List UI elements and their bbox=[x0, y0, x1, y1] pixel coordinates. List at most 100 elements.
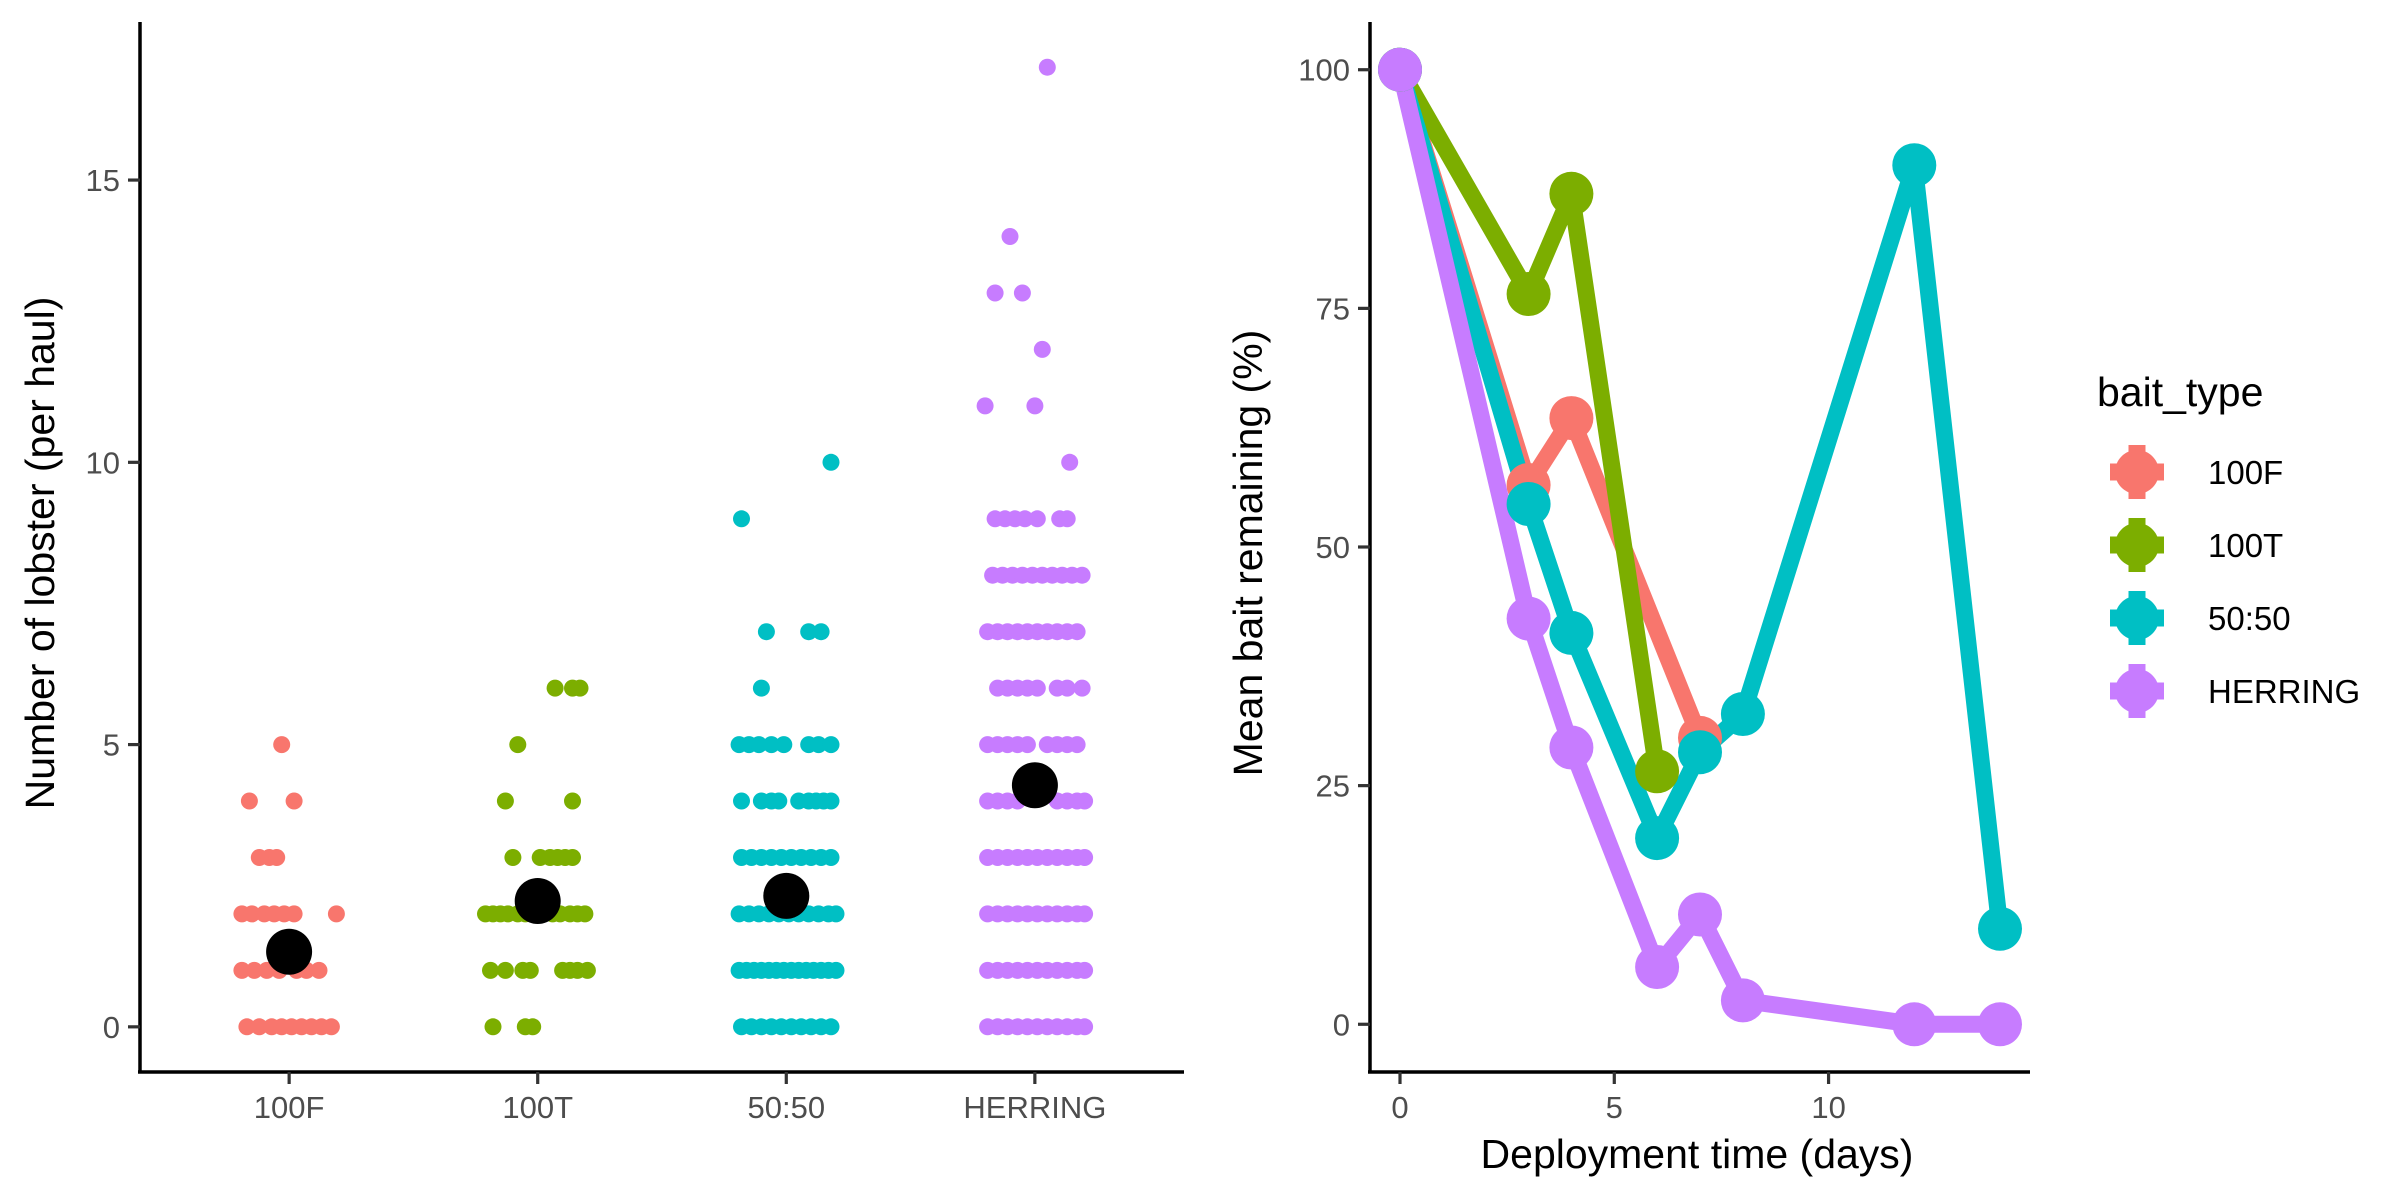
right-y-tick-label: 25 bbox=[1316, 769, 1350, 804]
jitter-point-50-50 bbox=[762, 736, 780, 754]
jitter-point-100t bbox=[482, 961, 499, 979]
jitter-point-herring bbox=[1001, 228, 1019, 245]
series-point-100t bbox=[1506, 272, 1551, 316]
right-x-tick-label: 10 bbox=[1811, 1090, 1845, 1125]
series-point-herring bbox=[1378, 47, 1422, 92]
jitter-point-100f bbox=[268, 849, 286, 866]
jitter-point-herring bbox=[1028, 679, 1046, 697]
series-line-50-50 bbox=[1391, 67, 2009, 930]
legend-label: 50:50 bbox=[2208, 600, 2291, 637]
jitter-point-100f bbox=[327, 905, 345, 923]
jitter-point-herring bbox=[1068, 736, 1086, 754]
series-lines-group bbox=[1391, 65, 2009, 1033]
series-point-50-50 bbox=[1506, 482, 1551, 526]
mean-points-group bbox=[266, 762, 1058, 975]
right-y-tick-label: 0 bbox=[1333, 1007, 1350, 1042]
series-point-herring bbox=[1720, 978, 1765, 1023]
jitter-point-50-50 bbox=[822, 453, 840, 471]
jitter-point-100t bbox=[564, 792, 581, 810]
left-y-tick-label: 0 bbox=[103, 1010, 120, 1045]
jitter-point-50-50 bbox=[757, 623, 775, 641]
left-y-tick-label: 10 bbox=[86, 445, 120, 480]
jitter-point-herring bbox=[986, 284, 1004, 302]
legend-item-100f: 100F bbox=[2110, 445, 2283, 499]
jitter-point-herring bbox=[1033, 340, 1051, 358]
mean-point-100f bbox=[266, 928, 313, 975]
jitter-point-50-50 bbox=[827, 905, 845, 923]
right-x-tick-label: 0 bbox=[1391, 1090, 1408, 1125]
series-point-herring bbox=[1506, 596, 1551, 641]
jitter-point-50-50 bbox=[822, 792, 840, 810]
jitter-point-50-50 bbox=[752, 679, 770, 697]
jitter-point-100f bbox=[245, 961, 263, 979]
jitter-point-100t bbox=[571, 679, 589, 697]
series-points-group bbox=[1378, 47, 2022, 1047]
series-point-50-50 bbox=[1678, 730, 1722, 775]
series-point-herring bbox=[1635, 945, 1680, 989]
right-y-tick-label: 50 bbox=[1316, 530, 1350, 565]
jitter-point-100f bbox=[233, 961, 251, 979]
left-y-axis-title: Number of lobster (per haul) bbox=[17, 297, 63, 810]
jitter-point-100t bbox=[509, 736, 527, 754]
jitter-point-herring bbox=[1068, 623, 1086, 641]
jitter-point-100f bbox=[243, 905, 261, 923]
jitter-point-herring bbox=[1038, 58, 1056, 76]
jitter-point-herring bbox=[976, 397, 994, 415]
jitter-point-100f bbox=[310, 961, 328, 979]
jitter-point-100t bbox=[496, 792, 514, 810]
series-point-herring bbox=[1678, 892, 1722, 937]
jitter-point-100t bbox=[484, 1018, 502, 1036]
jitter-point-herring bbox=[1016, 510, 1034, 528]
jitter-point-50-50 bbox=[810, 736, 828, 754]
legend-key-point bbox=[2115, 450, 2159, 494]
left-x-tick-label-100f: 100F bbox=[254, 1090, 325, 1125]
series-point-herring bbox=[1549, 725, 1594, 770]
jitter-point-herring bbox=[1076, 1018, 1094, 1036]
jitter-point-100f bbox=[285, 792, 303, 810]
legend-label: 100T bbox=[2208, 527, 2283, 564]
right-y-tick-label: 75 bbox=[1316, 291, 1350, 326]
legend: bait_type 100F 100T 50:50 HERRING bbox=[2097, 369, 2360, 718]
jitter-point-50-50 bbox=[733, 510, 750, 528]
mean-point-herring bbox=[1011, 762, 1058, 809]
series-point-herring bbox=[1892, 1002, 1937, 1047]
legend-label: HERRING bbox=[2208, 673, 2360, 710]
jitter-point-herring bbox=[1076, 961, 1094, 979]
jitter-point-100f bbox=[273, 736, 291, 754]
legend-items: 100F 100T 50:50 HERRING bbox=[2110, 445, 2360, 718]
right-y-tick-label: 100 bbox=[1298, 53, 1350, 88]
jitter-point-50-50 bbox=[827, 961, 845, 979]
jitter-point-100f bbox=[240, 792, 258, 810]
left-y-ticks: 0 5 10 15 bbox=[86, 163, 140, 1045]
mean-point-50-50 bbox=[763, 872, 810, 919]
left-y-tick-label: 5 bbox=[103, 728, 120, 763]
jitter-point-herring bbox=[1013, 284, 1031, 302]
series-point-herring bbox=[1978, 1002, 2022, 1047]
series-line-herring bbox=[1391, 67, 2000, 1033]
left-y-tick-label: 15 bbox=[86, 163, 120, 198]
legend-title: bait_type bbox=[2097, 369, 2263, 415]
jitter-point-50-50 bbox=[733, 792, 750, 810]
series-line-100t bbox=[1392, 65, 1666, 773]
jitter-point-50-50 bbox=[750, 736, 768, 754]
jitter-point-100t bbox=[576, 905, 594, 923]
jitter-point-100t bbox=[578, 961, 596, 979]
legend-item-100t: 100T bbox=[2110, 518, 2283, 572]
jitter-point-herring bbox=[1076, 792, 1094, 810]
lobster-count-panel: 0 5 10 15 100F 100T 50:50 HERRING Number of lo… bbox=[17, 22, 1184, 1125]
jitter-point-50-50 bbox=[800, 623, 818, 641]
left-x-tick-label-100t: 100T bbox=[502, 1090, 573, 1125]
jitter-point-100t bbox=[521, 961, 539, 979]
jitter-point-100t bbox=[524, 1018, 542, 1036]
right-x-axis-title: Deployment time (days) bbox=[1481, 1131, 1914, 1177]
right-x-tick-label: 5 bbox=[1606, 1090, 1623, 1125]
legend-label: 100F bbox=[2208, 454, 2283, 491]
jitter-point-herring bbox=[1018, 736, 1036, 754]
legend-item-50-50: 50:50 bbox=[2110, 591, 2291, 645]
jitter-point-50-50 bbox=[812, 623, 830, 641]
jitter-point-50-50 bbox=[822, 849, 840, 866]
left-x-tick-label-50-50: 50:50 bbox=[747, 1090, 825, 1125]
series-point-50-50 bbox=[1892, 143, 1937, 188]
series-point-100f bbox=[1549, 396, 1594, 441]
